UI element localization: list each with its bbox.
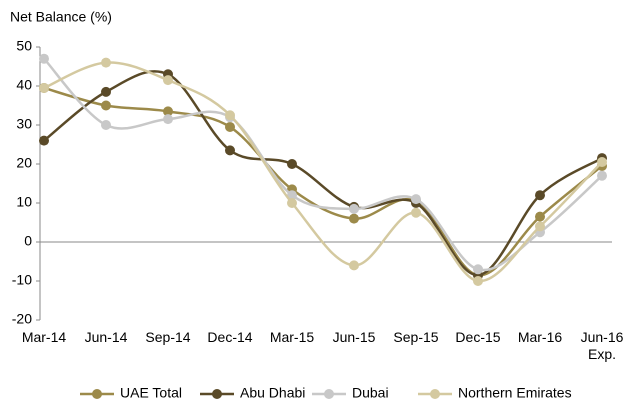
legend-label: UAE Total bbox=[120, 385, 182, 401]
x-tick-label: Mar-14 bbox=[22, 329, 67, 345]
y-tick-label: 50 bbox=[16, 38, 32, 54]
x-tick-label: Mar-16 bbox=[518, 329, 563, 345]
series-line bbox=[43, 86, 603, 277]
marker bbox=[101, 100, 111, 111]
legend-label: Abu Dhabi bbox=[240, 385, 305, 401]
y-tick-label: -10 bbox=[12, 272, 32, 288]
series-line bbox=[43, 57, 603, 272]
legend-label: Dubai bbox=[352, 385, 389, 401]
marker bbox=[39, 135, 49, 146]
marker bbox=[349, 213, 359, 224]
x-tick-line: Sep-14 bbox=[145, 329, 190, 345]
marker bbox=[349, 203, 359, 214]
marker bbox=[101, 86, 111, 97]
marker bbox=[163, 114, 173, 125]
x-tick-line: Mar-16 bbox=[518, 329, 563, 345]
x-tick-line: Exp. bbox=[588, 346, 616, 362]
x-tick-line: Mar-14 bbox=[22, 329, 67, 345]
marker bbox=[39, 53, 49, 64]
y-axis-label: Net Balance (%) bbox=[10, 9, 112, 25]
marker bbox=[225, 110, 235, 121]
marker bbox=[39, 82, 49, 93]
y-tick-label: -20 bbox=[12, 311, 32, 327]
marker bbox=[287, 190, 297, 201]
marker bbox=[535, 221, 545, 232]
x-tick-label: Jun-16 Exp. bbox=[581, 329, 624, 362]
x-tick-label: Dec-14 bbox=[207, 329, 252, 345]
x-tick-line: Dec-15 bbox=[455, 329, 500, 345]
y-tick-label: 0 bbox=[24, 233, 32, 249]
x-tick-line: Jun-16 bbox=[581, 329, 624, 345]
legend-marker bbox=[92, 389, 102, 399]
marker bbox=[163, 106, 173, 117]
x-tick-label: Jun-14 bbox=[85, 329, 128, 345]
y-tick-label: 40 bbox=[16, 77, 32, 93]
marker bbox=[597, 157, 607, 168]
marker bbox=[225, 145, 235, 156]
legend-marker bbox=[212, 389, 222, 399]
x-tick-line: Jun-14 bbox=[85, 329, 128, 345]
marker bbox=[101, 57, 111, 68]
marker bbox=[411, 194, 421, 205]
legend-marker bbox=[430, 389, 440, 399]
marker bbox=[535, 190, 545, 201]
y-tick-label: 30 bbox=[16, 116, 32, 132]
x-tick-label: Sep-15 bbox=[393, 329, 438, 345]
marker bbox=[411, 207, 421, 218]
x-tick-label: Jun-15 bbox=[333, 329, 376, 345]
x-tick-line: Mar-15 bbox=[270, 329, 315, 345]
y-tick-label: 20 bbox=[16, 155, 32, 171]
series-line bbox=[43, 70, 603, 277]
marker bbox=[163, 75, 173, 86]
x-tick-line: Sep-15 bbox=[393, 329, 438, 345]
marker bbox=[473, 264, 483, 275]
marker bbox=[597, 170, 607, 181]
marker bbox=[287, 159, 297, 169]
x-tick-line: Jun-15 bbox=[333, 329, 376, 345]
marker bbox=[349, 260, 359, 271]
y-tick-label: 10 bbox=[16, 194, 32, 210]
x-tick-label: Mar-15 bbox=[270, 329, 315, 345]
marker bbox=[535, 211, 545, 222]
marker bbox=[101, 120, 111, 130]
legend-label: Northern Emirates bbox=[458, 385, 572, 401]
x-tick-label: Dec-15 bbox=[455, 329, 500, 345]
legend-marker bbox=[324, 389, 334, 399]
marker bbox=[287, 198, 297, 208]
marker bbox=[225, 121, 235, 132]
x-tick-label: Sep-14 bbox=[145, 329, 190, 345]
x-tick-line: Dec-14 bbox=[207, 329, 252, 345]
series-line bbox=[43, 61, 603, 283]
marker bbox=[473, 276, 483, 286]
